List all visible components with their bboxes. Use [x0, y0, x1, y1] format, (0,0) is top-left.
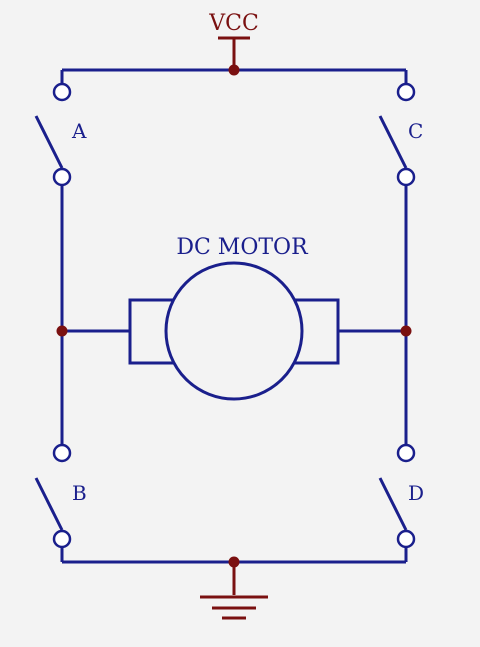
vcc-label: VCC — [208, 11, 259, 36]
switch-a — [34, 82, 72, 187]
switch-d-top-terminal — [396, 443, 416, 463]
switch-d-bottom-terminal — [396, 529, 416, 549]
right-motor-junction — [400, 325, 412, 337]
motor-armature — [164, 261, 304, 401]
switch-c-top-terminal — [396, 82, 416, 102]
switch-d — [378, 443, 416, 549]
switch-b — [34, 443, 72, 549]
left-motor-junction — [56, 325, 68, 337]
dc-motor — [128, 261, 340, 401]
switch-c-bottom-terminal — [396, 167, 416, 187]
motor-label: DC MOTOR — [176, 235, 309, 260]
switch-b-top-terminal — [52, 443, 72, 463]
switch-d-label: D — [408, 481, 424, 505]
switch-c-label: C — [408, 119, 423, 143]
switch-a-bottom-terminal — [52, 167, 72, 187]
switch-a-label: A — [71, 119, 87, 143]
switch-b-bottom-terminal — [52, 529, 72, 549]
vcc-junction — [228, 64, 240, 76]
ground-symbol — [200, 562, 268, 620]
switch-a-top-terminal — [52, 82, 72, 102]
switch-b-label: B — [72, 481, 87, 505]
switch-c — [378, 82, 416, 187]
